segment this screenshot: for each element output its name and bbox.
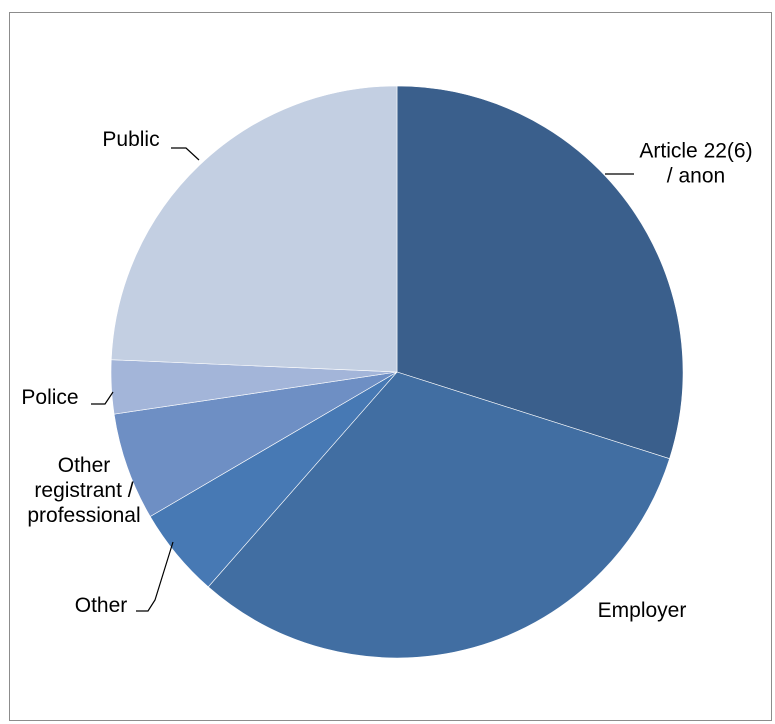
leader-line-5 <box>171 147 200 161</box>
slice-label-0: Article 22(6) / anon <box>639 140 752 188</box>
slice-label-2: Other <box>75 594 128 617</box>
pie-slice-1 <box>207 371 670 659</box>
slice-label-5: Public <box>102 128 159 151</box>
leader-line-4 <box>91 391 114 405</box>
leader-line-2 <box>136 541 174 612</box>
slice-label-4: Police <box>21 386 78 409</box>
slices-layer <box>110 85 684 659</box>
labels-layer: Article 22(6) / anon Employer Other Other reg… <box>21 128 752 622</box>
slice-label-3: Other registrant / professional <box>27 454 140 527</box>
pie-slice-5 <box>110 85 398 373</box>
slice-label-1: Employer <box>598 599 687 622</box>
pie-slice-0 <box>396 85 684 460</box>
leaders-layer <box>91 147 634 612</box>
